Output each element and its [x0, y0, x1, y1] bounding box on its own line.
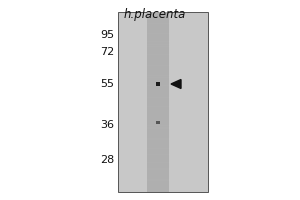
- Bar: [147, 12, 169, 192]
- Text: 28: 28: [100, 155, 114, 165]
- Text: 36: 36: [100, 120, 114, 130]
- Polygon shape: [171, 79, 181, 88]
- Bar: [155, 82, 160, 86]
- Text: 72: 72: [100, 47, 114, 57]
- Bar: [118, 12, 208, 192]
- Text: 55: 55: [100, 79, 114, 89]
- Text: 95: 95: [100, 30, 114, 40]
- Text: h.placenta: h.placenta: [124, 8, 186, 21]
- Bar: [156, 121, 160, 124]
